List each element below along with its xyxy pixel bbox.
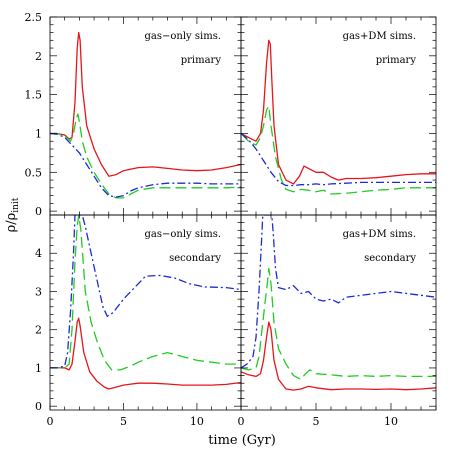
- y-tick-label: 0.5: [25, 166, 43, 179]
- series-line-dashdot: [50, 215, 241, 369]
- panel-bottom-left: 0 1 2 3 4 0 5 10 gas−only sims. secondary: [35, 214, 242, 428]
- x-tick-label: 0: [47, 415, 54, 428]
- panel-label-component: secondary: [364, 253, 416, 264]
- series-line-dashdot: [241, 132, 436, 187]
- y-tick-label: 2: [35, 324, 42, 337]
- series-line-dashed: [241, 267, 436, 381]
- y-tick-label: 2: [35, 50, 42, 63]
- series-line-dashed: [50, 113, 241, 199]
- x-axis-title: time (Gyr): [208, 433, 276, 448]
- panel-frame: [240, 214, 437, 411]
- panel-label-component: secondary: [169, 253, 221, 264]
- series-line-solid: [241, 39, 436, 185]
- panel-label-component: primary: [181, 55, 222, 66]
- panel-label-sim: gas+DM sims.: [343, 31, 416, 42]
- x-tick-label: 10: [384, 415, 398, 428]
- y-tick-label: 1: [35, 362, 42, 375]
- panel-bottom-right: 0 5 10 gas+DM sims. secondary: [238, 214, 437, 428]
- panel-label-component: primary: [376, 55, 417, 66]
- y-tick-label: 2.5: [25, 11, 43, 24]
- series-line-solid: [241, 321, 436, 391]
- y-tick-label: 1.5: [25, 89, 43, 102]
- series-group: [241, 39, 436, 195]
- series-line-dashed: [241, 105, 436, 195]
- series-line-dashdot: [241, 215, 436, 369]
- panel-label-sim: gas−only sims.: [145, 229, 221, 240]
- y-axis-title: ρ/ρinit: [4, 197, 21, 232]
- y-axis-title-main: ρ/ρ: [4, 213, 19, 233]
- y-tick-label: 3: [35, 285, 42, 298]
- panel-top-right: gas+DM sims. primary: [240, 16, 437, 216]
- series-group: [50, 215, 241, 390]
- series-line-solid: [50, 317, 241, 390]
- series-group: [241, 215, 436, 391]
- y-axis-title-sub: init: [11, 197, 21, 213]
- y-tick-label: 4: [35, 247, 42, 260]
- x-tick-label: 5: [313, 415, 320, 428]
- x-tick-label: 10: [190, 415, 204, 428]
- series-group: [50, 31, 241, 199]
- x-tick-label: 5: [120, 415, 127, 428]
- x-tick-label: 0: [238, 415, 245, 428]
- series-line-dashed: [50, 215, 241, 371]
- y-tick-label: 1: [35, 127, 42, 140]
- y-tick-label: 0: [35, 205, 42, 218]
- panel-label-sim: gas−only sims.: [145, 31, 221, 42]
- panel-top-left: 0 0.5 1 1.5 2 2.5 gas−only sims. primary: [25, 11, 242, 218]
- series-line-dashdot: [50, 132, 241, 198]
- y-tick-label: 0: [35, 400, 42, 413]
- panel-frame: [49, 214, 242, 411]
- panel-label-sim: gas+DM sims.: [343, 229, 416, 240]
